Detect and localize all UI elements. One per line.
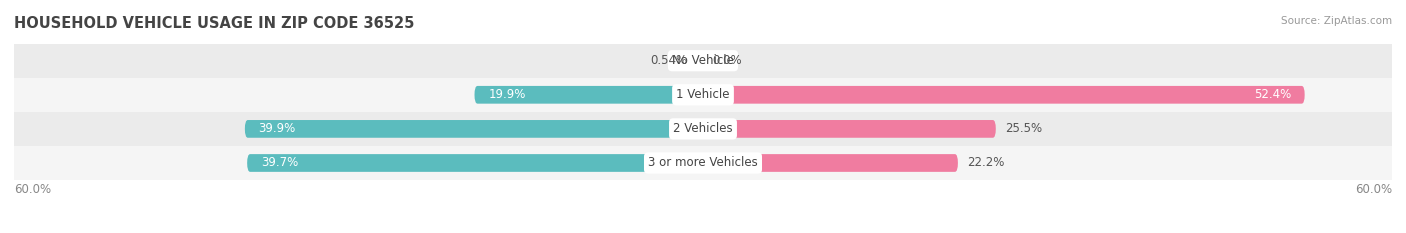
Text: 25.5%: 25.5% — [1005, 122, 1042, 135]
Bar — [14, 44, 1392, 78]
Text: 39.7%: 39.7% — [262, 157, 298, 169]
FancyBboxPatch shape — [245, 120, 703, 138]
Text: 3 or more Vehicles: 3 or more Vehicles — [648, 157, 758, 169]
Text: 2 Vehicles: 2 Vehicles — [673, 122, 733, 135]
Text: 22.2%: 22.2% — [967, 157, 1004, 169]
Text: 60.0%: 60.0% — [14, 183, 51, 196]
FancyBboxPatch shape — [697, 52, 703, 70]
Text: Source: ZipAtlas.com: Source: ZipAtlas.com — [1281, 16, 1392, 26]
Text: 1 Vehicle: 1 Vehicle — [676, 88, 730, 101]
Bar — [14, 112, 1392, 146]
FancyBboxPatch shape — [474, 86, 703, 104]
FancyBboxPatch shape — [703, 154, 957, 172]
FancyBboxPatch shape — [703, 86, 1305, 104]
Text: 52.4%: 52.4% — [1254, 88, 1291, 101]
Text: 0.0%: 0.0% — [713, 54, 742, 67]
Text: No Vehicle: No Vehicle — [672, 54, 734, 67]
Bar — [14, 78, 1392, 112]
Text: 39.9%: 39.9% — [259, 122, 295, 135]
Bar — [14, 146, 1392, 180]
FancyBboxPatch shape — [703, 120, 995, 138]
Text: 0.54%: 0.54% — [651, 54, 688, 67]
Text: HOUSEHOLD VEHICLE USAGE IN ZIP CODE 36525: HOUSEHOLD VEHICLE USAGE IN ZIP CODE 3652… — [14, 16, 415, 31]
FancyBboxPatch shape — [247, 154, 703, 172]
Text: 60.0%: 60.0% — [1355, 183, 1392, 196]
Text: 19.9%: 19.9% — [488, 88, 526, 101]
